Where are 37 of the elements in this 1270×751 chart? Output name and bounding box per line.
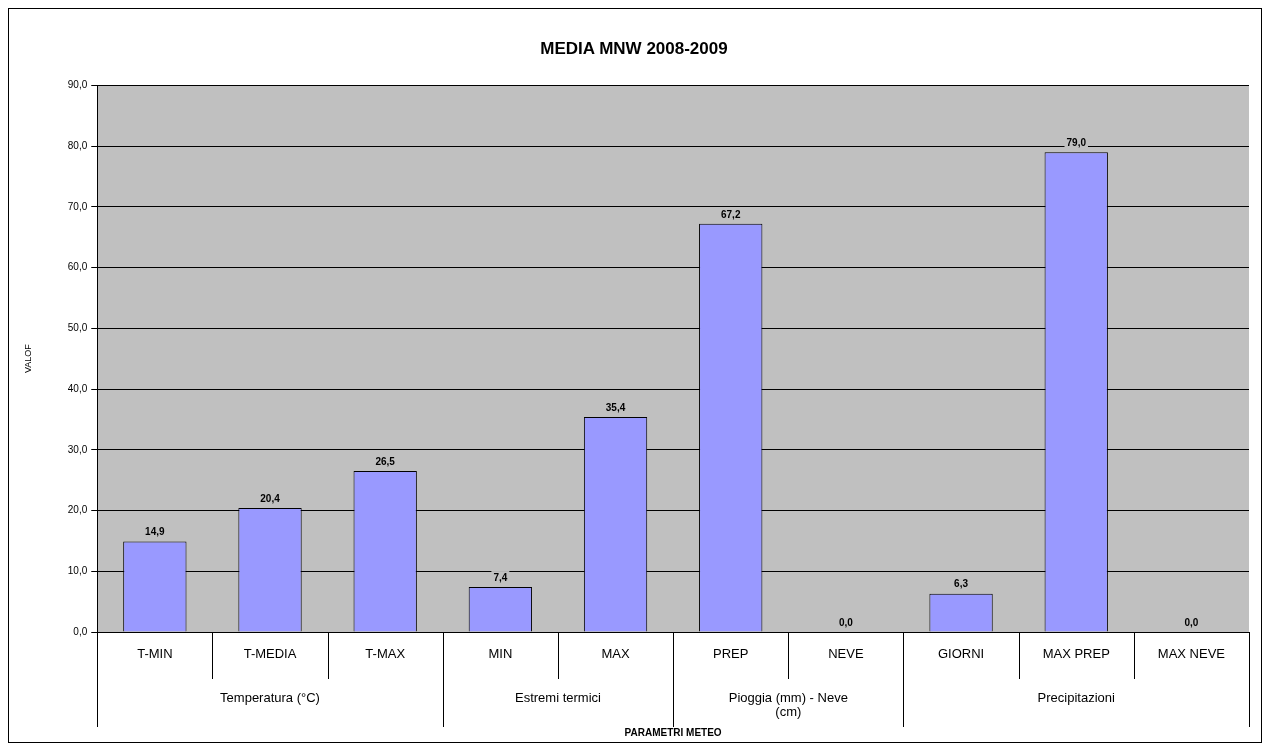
x-tick-label: MAX	[601, 645, 630, 661]
data-label: 67,2	[720, 208, 741, 220]
x-tick-label: MAX NEVE	[1157, 645, 1226, 661]
y-tick-label: 20,0	[67, 504, 88, 516]
y-tick-label: 30,0	[67, 443, 88, 455]
x-tick-label: PREP	[713, 645, 749, 661]
x-tick-label: MAX PREP	[1042, 645, 1110, 661]
text: Precipitazioni	[1037, 689, 1115, 705]
x-tick-label: MIN	[488, 645, 513, 661]
y-tick-label: 40,0	[67, 382, 88, 394]
text: PARAMETRI METEO	[624, 726, 722, 738]
data-label: 79,0	[1066, 136, 1087, 148]
text: Temperatura (°C)	[220, 689, 320, 705]
data-label: 0,0	[838, 616, 854, 628]
x-tick-label: T-MEDIA	[243, 645, 297, 661]
text: Estremi termici	[514, 689, 602, 705]
text: Pioggia (mm) - Neve (cm)	[728, 689, 848, 719]
data-label: 6,3	[954, 578, 969, 590]
x-tick-label: T-MIN	[137, 645, 173, 661]
y-tick-label: 90,0	[67, 79, 88, 91]
y-tick-label: 60,0	[67, 261, 88, 273]
y-tick-label: 50,0	[67, 322, 88, 334]
x-tick-label: NEVE	[828, 645, 864, 661]
data-label: 0,0	[1184, 616, 1199, 628]
x-tick-label: T-MAX	[365, 645, 406, 661]
y-tick-label: 70,0	[67, 200, 88, 212]
data-label: 20,4	[260, 492, 281, 504]
data-label: 35,4	[605, 401, 626, 413]
x-tick-label: GIORNI	[937, 645, 985, 661]
data-label: 26,5	[375, 455, 396, 467]
chart-title: MEDIA MNW 2008-2009	[540, 38, 728, 58]
data-label: 14,9	[145, 526, 166, 538]
data-label: 7,4	[493, 571, 508, 583]
y-tick-label: 0,0	[73, 625, 88, 637]
y-tick-label: 80,0	[67, 139, 88, 151]
y-tick-label: 10,0	[67, 565, 88, 577]
y-axis-title: VALOF	[22, 343, 33, 374]
